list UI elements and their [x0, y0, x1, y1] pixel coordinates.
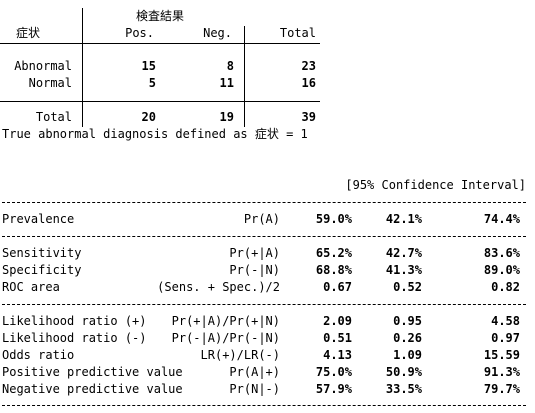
col-header-pos: Pos.	[125, 26, 154, 40]
stat-ci-lower: 50.9%	[385, 365, 422, 379]
stat-formula: Pr(+|A)	[229, 246, 280, 260]
stat-estimate: 65.2%	[315, 246, 352, 260]
stat-ci-upper: 74.4%	[483, 212, 520, 226]
stat-ci-lower: 42.1%	[385, 212, 422, 226]
stat-label: Specificity	[2, 263, 82, 277]
cell-total: 23	[301, 59, 316, 73]
stat-label: Sensitivity	[2, 246, 82, 260]
stat-ci-upper: 91.3%	[483, 365, 520, 379]
total-total: 39	[301, 110, 316, 124]
stat-ci-upper: 15.59	[483, 348, 520, 362]
definition-note: True abnormal diagnosis defined as 症状 = …	[2, 127, 308, 141]
col-header-neg: Neg.	[203, 26, 232, 40]
stat-label: Prevalence	[2, 212, 75, 226]
total-row-label: Total	[35, 110, 72, 124]
cell-pos: 15	[141, 59, 156, 73]
stat-ci-lower: 0.52	[393, 280, 422, 294]
section-rule	[2, 304, 526, 305]
cell-pos: 5	[148, 76, 156, 90]
stat-estimate: 0.67	[323, 280, 352, 294]
stat-estimate: 57.9%	[315, 382, 352, 396]
stat-estimate: 0.51	[323, 331, 352, 345]
col-header-total: Total	[279, 26, 316, 40]
cell-neg: 11	[219, 76, 234, 90]
stat-estimate: 68.8%	[315, 263, 352, 277]
stat-ci-lower: 33.5%	[385, 382, 422, 396]
row-label: Abnormal	[14, 59, 72, 73]
section-rule	[2, 202, 526, 203]
column-variable-header: 検査結果	[135, 9, 184, 23]
cell-total: 16	[301, 76, 316, 90]
total-neg: 19	[219, 110, 234, 124]
stat-ci-upper: 4.58	[491, 314, 520, 328]
stat-ci-upper: 83.6%	[483, 246, 520, 260]
stat-ci-lower: 1.09	[393, 348, 422, 362]
stat-formula: Pr(-|N)	[229, 263, 280, 277]
stat-formula: LR(+)/LR(-)	[200, 348, 280, 362]
row-label: Normal	[28, 76, 72, 90]
stat-formula: (Sens. + Spec.)/2	[157, 280, 280, 294]
cell-neg: 8	[226, 59, 234, 73]
crosstab-vertical-rule	[82, 8, 83, 127]
stat-ci-upper: 0.82	[491, 280, 520, 294]
stat-ci-lower: 0.95	[393, 314, 422, 328]
stat-label: Negative predictive value	[2, 382, 183, 396]
stat-label: ROC area	[2, 280, 60, 294]
stat-ci-upper: 89.0%	[483, 263, 520, 277]
stat-estimate: 59.0%	[315, 212, 352, 226]
stat-ci-lower: 41.3%	[385, 263, 422, 277]
stat-ci-lower: 0.26	[393, 331, 422, 345]
crosstab-vertical-rule-total	[244, 26, 245, 127]
ci-header: [95% Confidence Interval]	[345, 178, 526, 192]
stat-ci-upper: 0.97	[491, 331, 520, 345]
stat-ci-lower: 42.7%	[385, 246, 422, 260]
crosstab-total-rule	[0, 101, 320, 102]
stat-estimate: 4.13	[323, 348, 352, 362]
stat-estimate: 2.09	[323, 314, 352, 328]
section-rule	[2, 236, 526, 237]
stat-estimate: 75.0%	[315, 365, 352, 379]
stat-formula: Pr(N|-)	[229, 382, 280, 396]
stat-label: Likelihood ratio (-)	[2, 331, 147, 345]
stat-label: Positive predictive value	[2, 365, 183, 379]
stat-formula: Pr(+|A)/Pr(+|N)	[171, 314, 280, 328]
crosstab-header-rule	[0, 43, 320, 44]
section-rule	[2, 405, 526, 406]
stat-formula: Pr(A|+)	[229, 365, 280, 379]
stat-formula: Pr(-|A)/Pr(-|N)	[171, 331, 280, 345]
stat-label: Odds ratio	[2, 348, 75, 362]
stat-ci-upper: 79.7%	[483, 382, 520, 396]
stat-formula: Pr(A)	[243, 212, 280, 226]
total-pos: 20	[141, 110, 156, 124]
row-variable-header: 症状	[16, 26, 41, 40]
stat-label: Likelihood ratio (+)	[2, 314, 147, 328]
